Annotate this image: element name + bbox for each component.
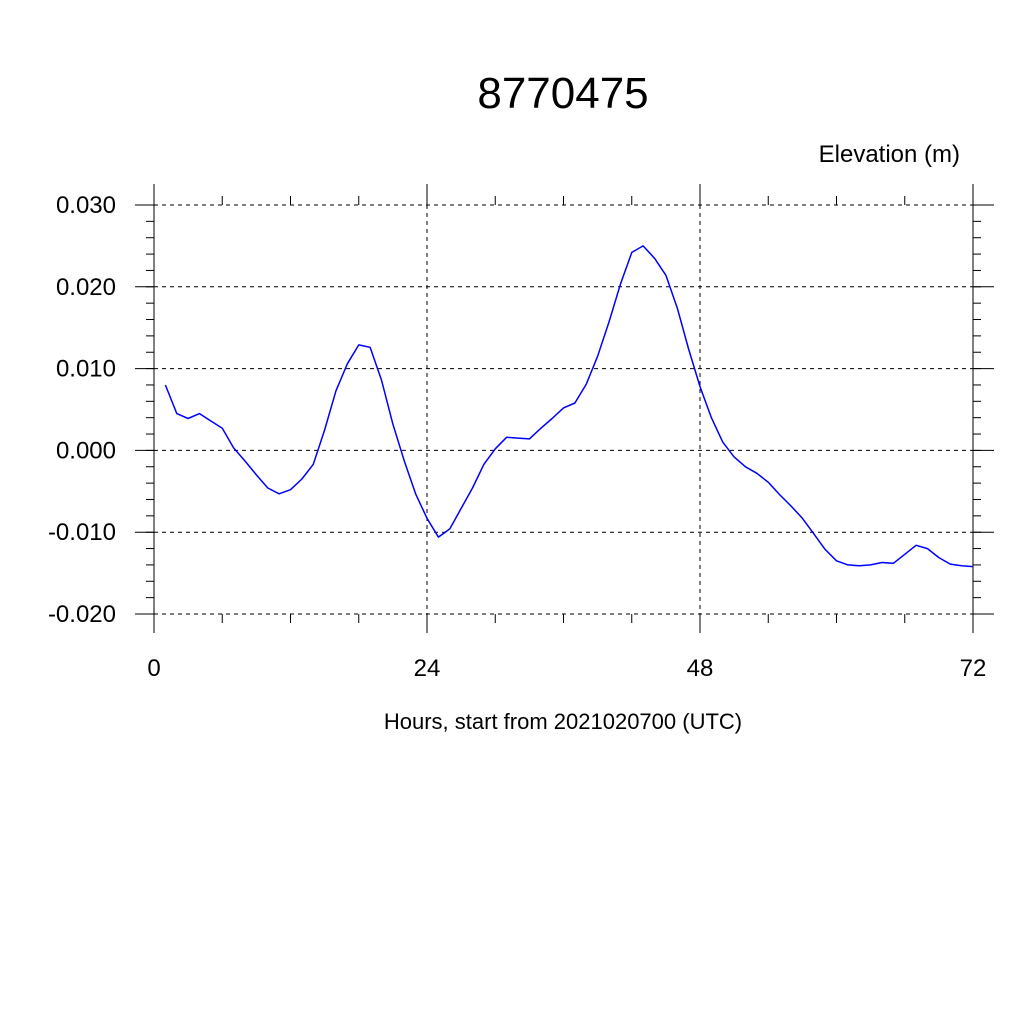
x-tick-label: 48 bbox=[687, 655, 714, 682]
x-tick-label: 0 bbox=[147, 655, 160, 682]
grid-lines bbox=[154, 204, 973, 615]
y-tick-label: -0.010 bbox=[48, 519, 116, 546]
x-tick-label: 24 bbox=[414, 655, 441, 682]
tick-marks bbox=[135, 184, 994, 633]
chart-title: 8770475 bbox=[477, 69, 648, 118]
y-tick-label: 0.000 bbox=[56, 437, 116, 464]
series-lines bbox=[164, 245, 974, 568]
y-tick-label: 0.020 bbox=[56, 274, 116, 301]
elevation-series-line bbox=[164, 245, 974, 568]
x-axis-label: Hours, start from 2021020700 (UTC) bbox=[384, 709, 742, 734]
y-tick-label: 0.010 bbox=[56, 356, 116, 383]
y-tick-label: 0.030 bbox=[56, 192, 116, 219]
unit-label: Elevation (m) bbox=[819, 141, 960, 168]
y-tick-label: -0.020 bbox=[48, 601, 116, 628]
axes bbox=[153, 184, 974, 633]
tick-labels: -0.020 -0.010 0.000 0.010 0.020 0.030 0 24 48 72 bbox=[48, 192, 986, 682]
x-tick-label: 72 bbox=[960, 655, 987, 682]
